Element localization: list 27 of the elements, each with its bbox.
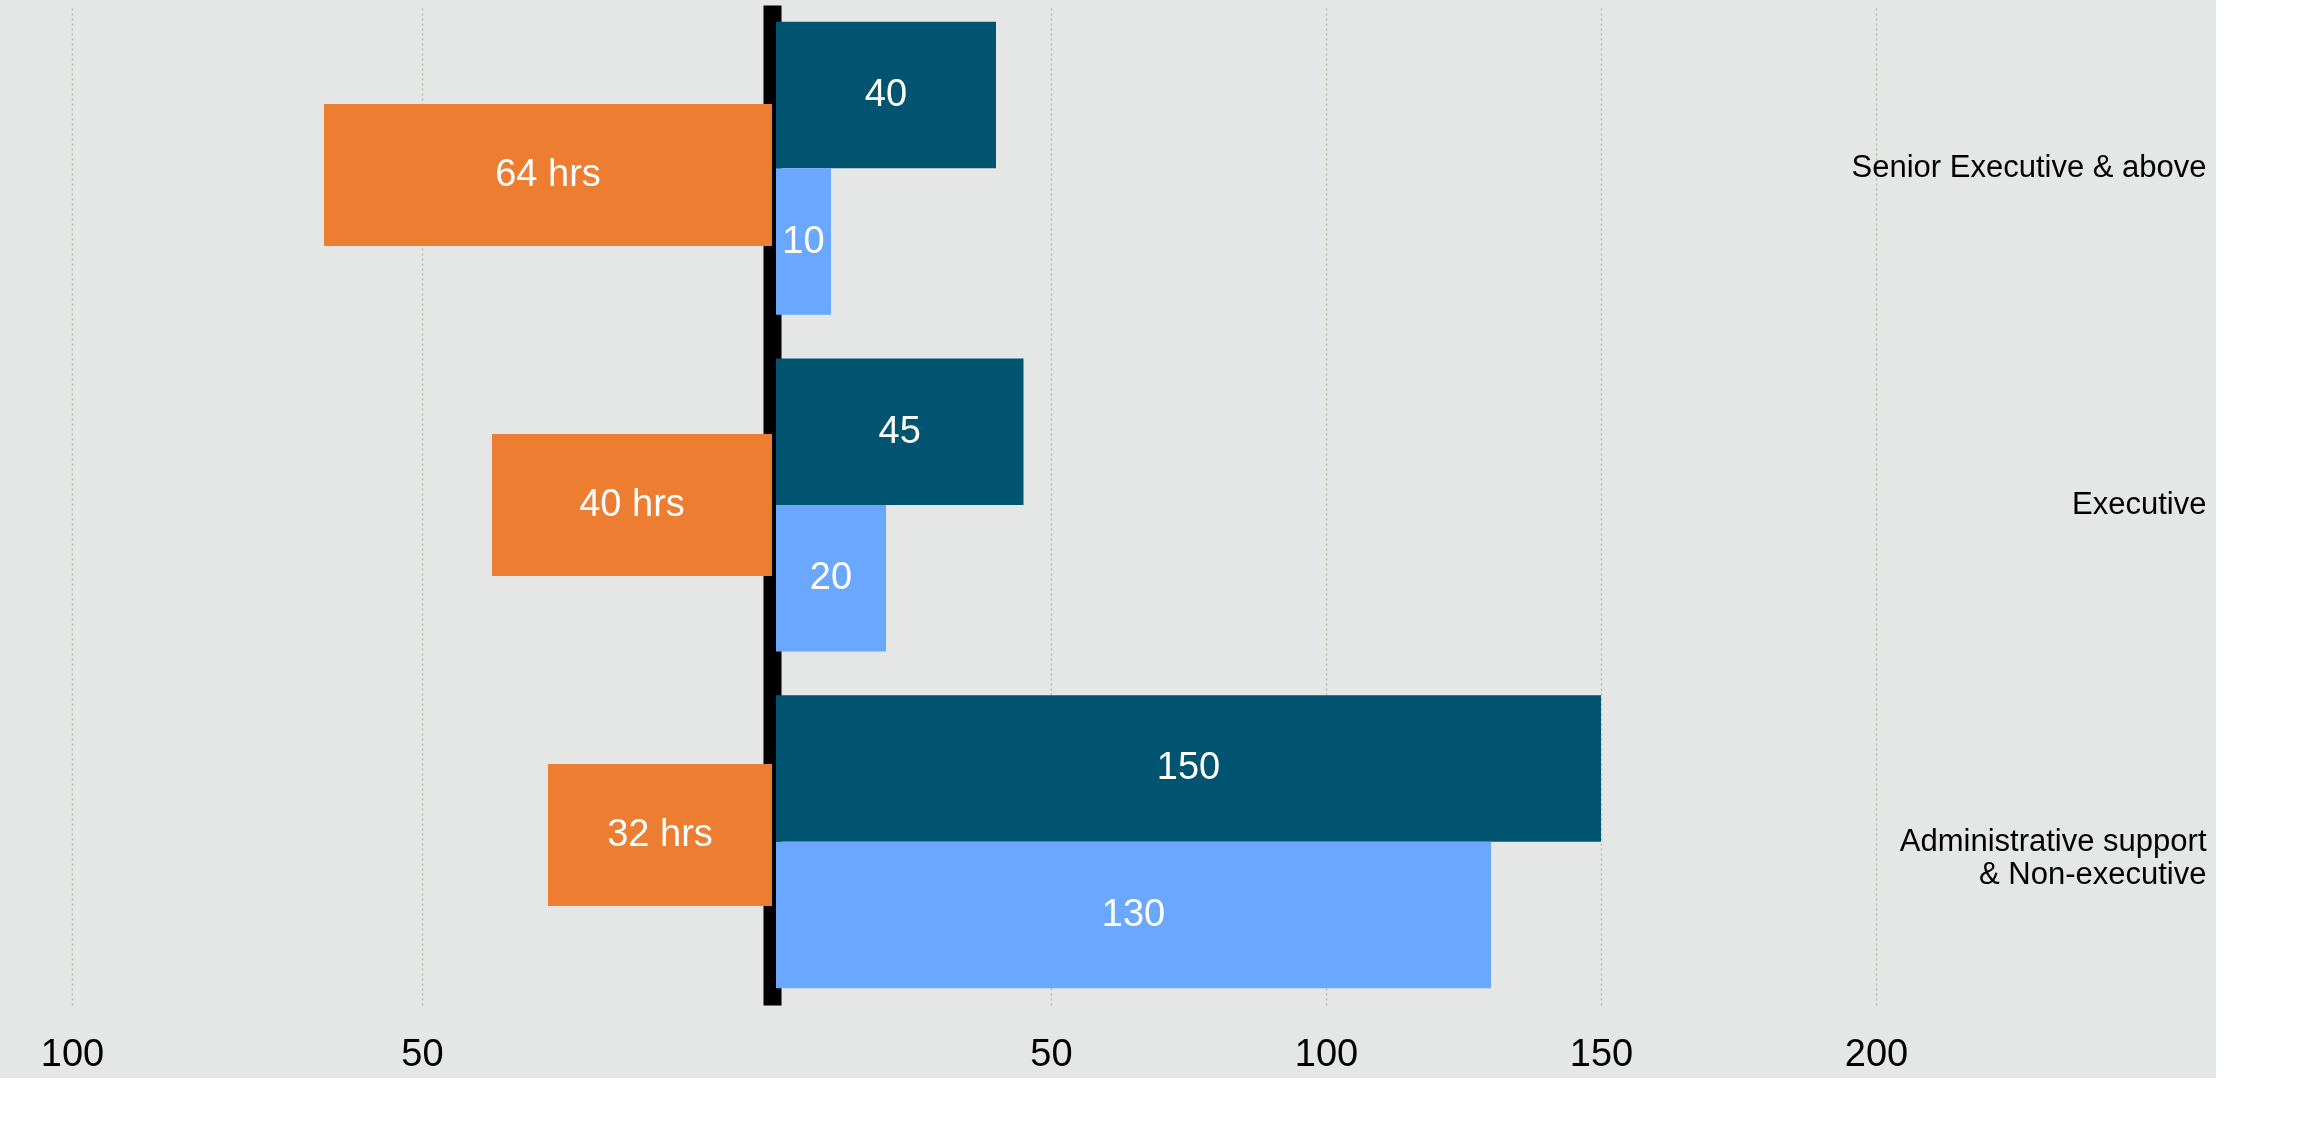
y-tick-label: Administrative support & Non-executive bbox=[1899, 822, 2207, 891]
data-label: 64 hrs bbox=[495, 151, 601, 194]
data-label: 32 hrs bbox=[607, 812, 713, 855]
x-tick-label: 200 bbox=[1844, 1031, 1909, 1074]
bar bbox=[776, 505, 886, 652]
bar bbox=[776, 358, 1024, 505]
data-label: 45 bbox=[878, 408, 921, 451]
data-label: 10 bbox=[782, 218, 825, 261]
bar bbox=[492, 434, 772, 576]
x-tick-label: 100 bbox=[40, 1031, 105, 1074]
x-tick-label: 100 bbox=[1294, 1031, 1359, 1074]
bar bbox=[776, 695, 1601, 842]
data-label: 130 bbox=[1101, 891, 1166, 934]
data-label: 150 bbox=[1156, 745, 1221, 788]
bar bbox=[776, 168, 831, 315]
y-tick-label: Executive bbox=[2072, 486, 2207, 521]
data-label: 20 bbox=[809, 555, 853, 598]
bar bbox=[776, 841, 1491, 989]
bar bbox=[776, 21, 996, 169]
bar bbox=[548, 764, 772, 906]
data-label: 40 hrs bbox=[579, 482, 685, 524]
x-tick-label: 50 bbox=[1030, 1031, 1073, 1074]
bar bbox=[324, 104, 772, 246]
data-label: 40 bbox=[864, 72, 908, 115]
x-tick-label: 50 bbox=[401, 1031, 444, 1074]
x-tick-label: 150 bbox=[1569, 1031, 1634, 1074]
y-tick-label: Senior Executive & above bbox=[1851, 149, 2207, 185]
